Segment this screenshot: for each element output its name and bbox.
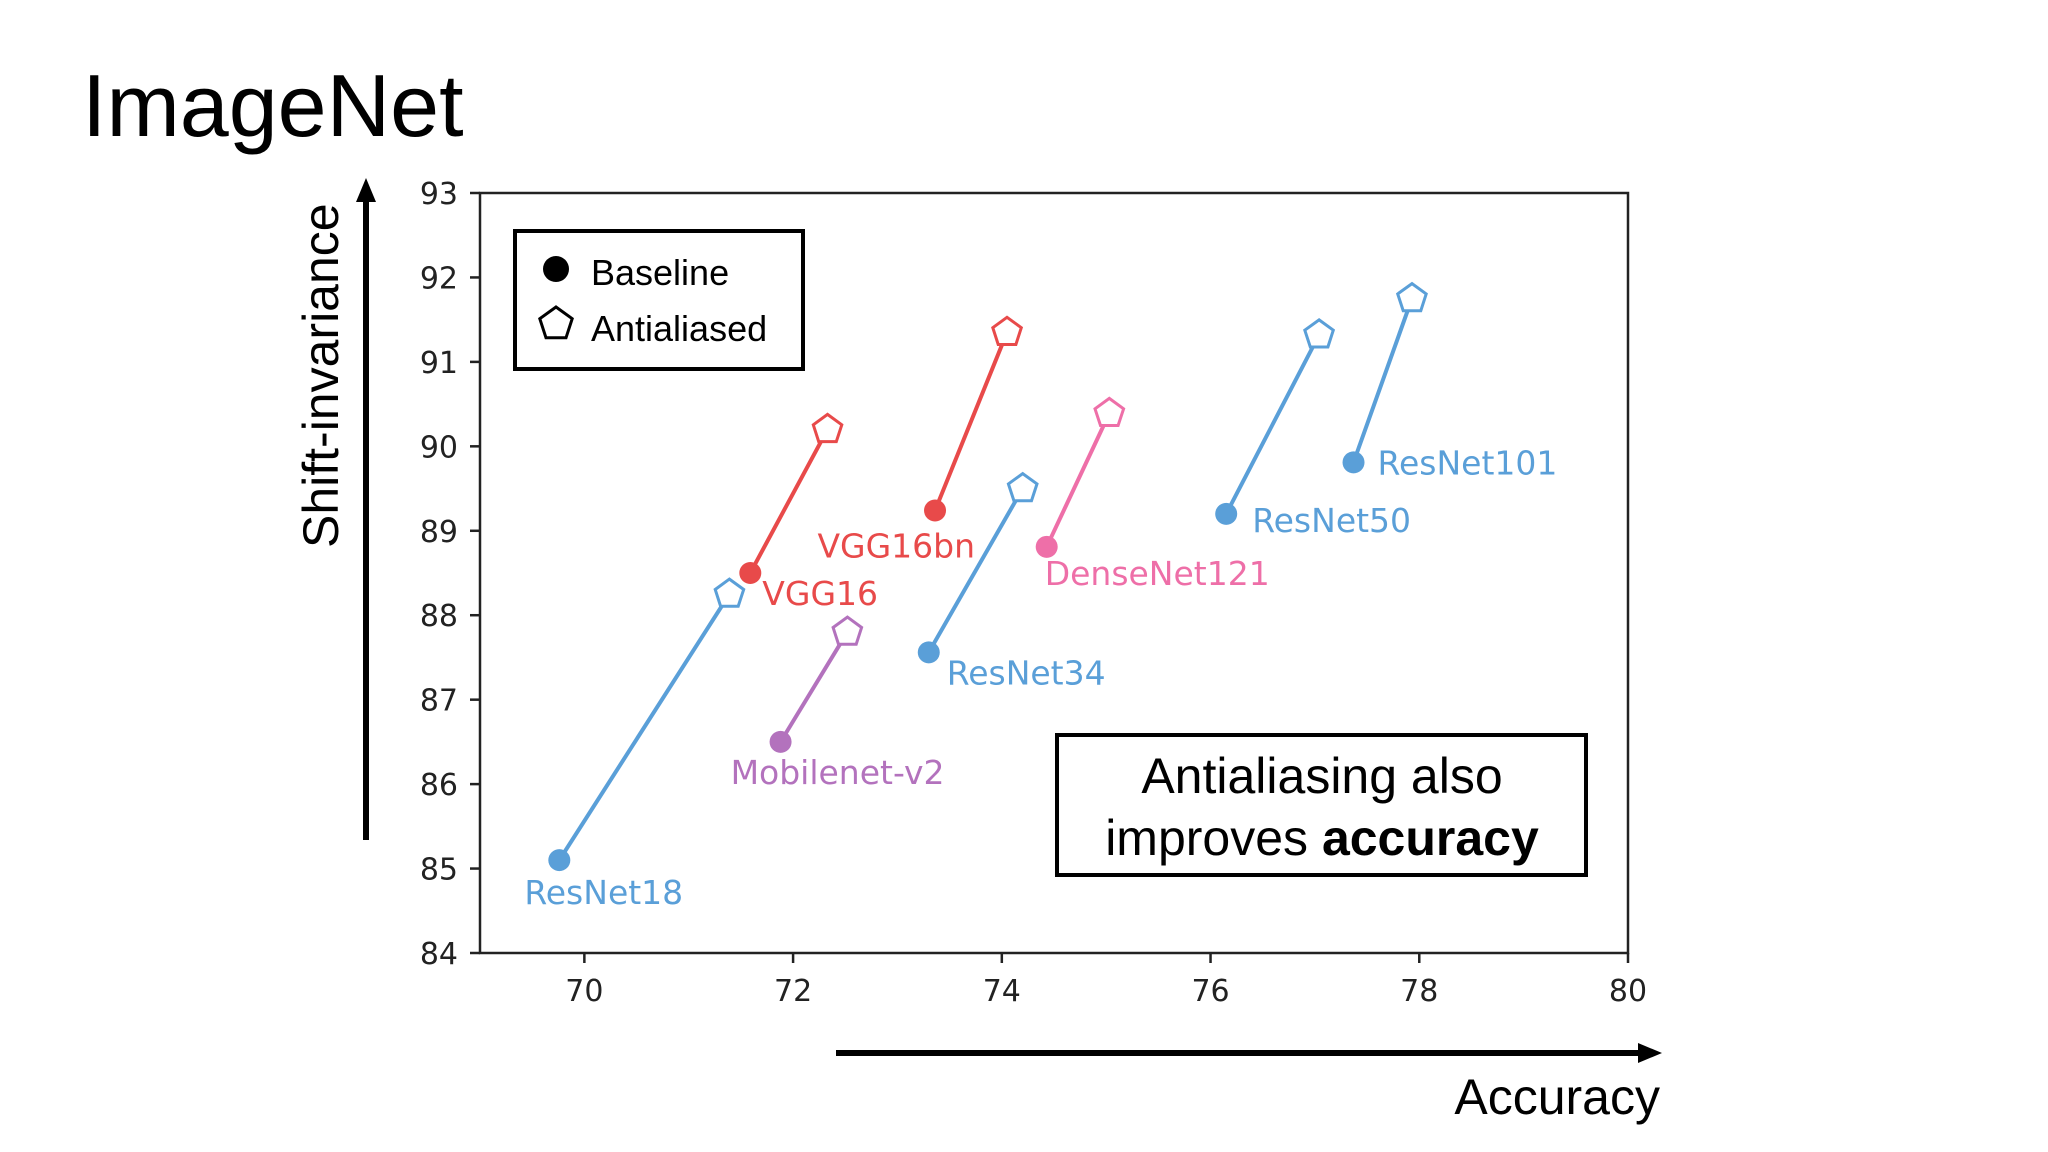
antialiased-point — [713, 577, 746, 608]
antialiased-point — [1303, 318, 1336, 349]
series-resnet101: ResNet101 — [1342, 281, 1558, 482]
connector-line — [778, 631, 850, 743]
series-vgg16: VGG16 — [739, 412, 878, 613]
x-axis-label: Accuracy — [1454, 1069, 1660, 1125]
y-tick-label: 84 — [420, 937, 458, 972]
series-resnet34: ResNet34 — [917, 471, 1106, 692]
x-ticks: 70 72 74 76 78 80 — [565, 953, 1647, 1009]
y-tick-label: 85 — [420, 853, 458, 888]
x-axis-arrow — [836, 1043, 1662, 1063]
y-tick-label: 87 — [420, 684, 458, 719]
point-label: ResNet50 — [1252, 501, 1411, 540]
plot-frame — [478, 191, 1630, 955]
point-label: Mobilenet-v2 — [731, 753, 945, 792]
y-axis-arrow — [356, 178, 376, 840]
baseline-point — [739, 562, 762, 584]
series-mobilenet-v2: Mobilenet-v2 — [731, 615, 945, 792]
antialiased-point — [1093, 396, 1126, 427]
baseline-point — [1035, 535, 1058, 558]
series-resnet18: ResNet18 — [524, 577, 746, 912]
y-tick-label: 92 — [420, 261, 458, 296]
y-tick-label: 91 — [420, 346, 458, 381]
note-line-2: improves accuracy — [1105, 810, 1539, 866]
legend-baseline-label: Baseline — [591, 252, 729, 293]
baseline-point — [924, 499, 947, 522]
baseline-point — [1215, 502, 1238, 525]
legend-antialiased-marker — [538, 305, 574, 340]
baseline-point — [548, 849, 571, 872]
antialiased-point — [1006, 471, 1039, 503]
connector-line — [927, 487, 1025, 654]
point-label: DenseNet121 — [1045, 554, 1270, 593]
note-line-2-prefix: improves — [1105, 810, 1322, 866]
x-tick-label: 74 — [983, 974, 1021, 1009]
connector-line — [748, 428, 830, 574]
connector-line — [1224, 333, 1321, 515]
antialiased-point — [831, 615, 864, 646]
note-line-2-bold: accuracy — [1322, 810, 1539, 866]
point-label: ResNet18 — [524, 873, 683, 912]
y-tick-label: 86 — [420, 768, 458, 803]
y-tick-label: 88 — [420, 599, 458, 634]
slide-title: ImageNet — [82, 56, 464, 155]
legend: Baseline Antialiased — [513, 229, 805, 371]
legend-box — [513, 229, 805, 371]
series-vgg16bn: VGG16bn — [817, 315, 1024, 566]
baseline-point — [769, 730, 792, 753]
x-tick-label: 70 — [565, 974, 603, 1009]
connector-line — [933, 331, 1009, 512]
note-box: Antialiasing also improves accuracy — [1055, 733, 1588, 877]
legend-baseline-marker — [543, 256, 569, 282]
connector-line — [557, 593, 732, 862]
series-densenet121: DenseNet121 — [1035, 396, 1270, 593]
baseline-point — [917, 641, 940, 664]
note-line-1: Antialiasing also — [1141, 748, 1502, 804]
connector-line — [1351, 297, 1414, 464]
series-layer: ResNet18 VGG16 VGG16bn Mobilenet-v2 ResNet34… — [524, 281, 1558, 912]
y-ticks: 84 85 86 87 88 89 90 91 92 93 — [420, 177, 480, 972]
series-resnet50: ResNet50 — [1215, 318, 1411, 540]
x-tick-label: 72 — [774, 974, 812, 1009]
legend-antialiased-label: Antialiased — [591, 308, 767, 349]
baseline-point — [1342, 451, 1365, 474]
connector-line — [1044, 412, 1112, 548]
antialiased-point — [1395, 281, 1428, 313]
x-tick-label: 76 — [1191, 974, 1229, 1009]
note-box-frame — [1055, 733, 1588, 877]
point-label: ResNet101 — [1378, 443, 1558, 482]
y-tick-label: 93 — [420, 177, 458, 212]
antialiased-point — [811, 412, 844, 444]
y-tick-label: 90 — [420, 430, 458, 465]
point-label: ResNet34 — [947, 653, 1106, 692]
y-tick-label: 89 — [420, 515, 458, 550]
point-label: VGG16bn — [817, 527, 975, 566]
y-axis-label: Shift-invariance — [293, 203, 349, 548]
point-label: VGG16 — [762, 574, 878, 613]
antialiased-point — [991, 315, 1024, 346]
x-tick-label: 78 — [1400, 974, 1438, 1009]
x-tick-label: 80 — [1609, 974, 1647, 1009]
